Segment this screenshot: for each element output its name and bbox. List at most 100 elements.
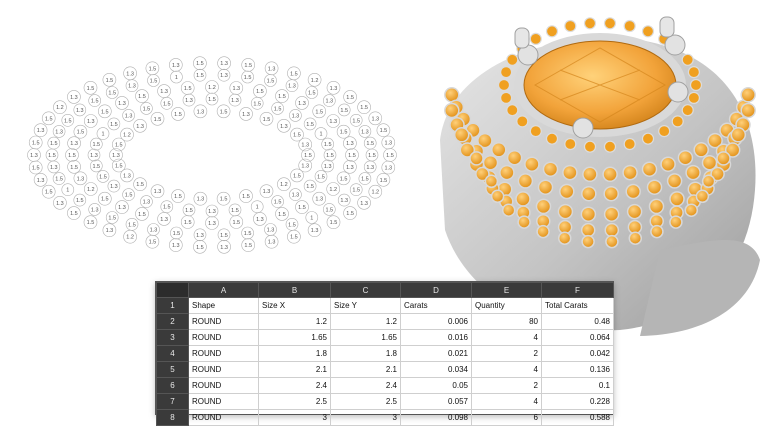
halo-gem	[658, 125, 671, 138]
size-x-cell[interactable]: 1.65	[258, 329, 331, 346]
corner-cell[interactable]	[156, 282, 189, 298]
column-header[interactable]: A	[188, 282, 259, 298]
stone-marker: 1.3	[73, 103, 87, 117]
stone-marker: 1	[96, 127, 110, 140]
carats-cell[interactable]: 0.006	[400, 313, 472, 330]
stone-marker: 1.3	[321, 159, 335, 173]
column-header[interactable]: F	[541, 282, 614, 298]
stone-size-label: 1.5	[274, 200, 282, 206]
quantity-cell[interactable]: 2	[471, 345, 542, 362]
stone-size-label: 1.5	[308, 91, 316, 97]
stone-size-label: 1.5	[330, 220, 338, 226]
shape-cell[interactable]: ROUND	[188, 329, 259, 346]
total-carats-cell[interactable]: 0.48	[541, 313, 614, 330]
pave-gem	[604, 222, 620, 238]
column-header[interactable]: B	[258, 282, 331, 298]
pave-gem	[562, 164, 578, 181]
stone-marker: 1.5	[305, 86, 319, 99]
size-x-cell[interactable]: 2.1	[258, 361, 331, 378]
total-carats-cell[interactable]: 0.064	[541, 329, 614, 346]
stone-marker: 1.5	[336, 124, 351, 139]
stone-size-label: 1.5	[253, 101, 261, 107]
carats-cell[interactable]: 0.016	[400, 329, 472, 346]
quantity-cell[interactable]: 80	[471, 313, 542, 330]
total-carats-cell[interactable]: 0.136	[541, 361, 614, 378]
row-number[interactable]: 3	[156, 329, 189, 346]
stone-marker: 1.3	[289, 188, 302, 201]
stone-size-label: 1.5	[326, 153, 334, 159]
size-y-cell[interactable]: 2.5	[330, 393, 401, 410]
column-header[interactable]: D	[400, 282, 472, 298]
stone-size-label: 1.2	[126, 235, 134, 241]
stone-size-label: 1.5	[55, 177, 63, 183]
carats-cell[interactable]: 0.021	[400, 345, 472, 362]
stone-marker: 1.3	[363, 160, 377, 174]
size-y-cell[interactable]: 2.1	[330, 361, 401, 378]
size-y-cell[interactable]: 1.2	[330, 313, 401, 330]
stone-size-label: 1.3	[70, 95, 78, 101]
stone-size-label: 1.5	[91, 99, 99, 105]
quantity-cell[interactable]: 4	[471, 393, 542, 410]
row-number[interactable]: 4	[156, 345, 189, 362]
size-y-cell[interactable]: 2.4	[330, 377, 401, 394]
stone-marker: 1.5	[314, 170, 328, 183]
row-number[interactable]: 8	[156, 409, 189, 426]
table-row: 8 ROUND 3 3 0.098 6 0.588	[156, 409, 614, 426]
size-x-cell[interactable]: 1.8	[258, 345, 331, 362]
size-y-cell[interactable]: 1.8	[330, 345, 401, 362]
size-y-cell[interactable]: 1.65	[330, 329, 401, 346]
stone-size-label: 1.3	[292, 113, 300, 119]
shape-cell[interactable]: ROUND	[188, 345, 259, 362]
row-number[interactable]: 7	[156, 393, 189, 410]
total-carats-cell[interactable]: 0.588	[541, 409, 614, 426]
row-number[interactable]: 5	[156, 361, 189, 378]
shape-cell[interactable]: ROUND	[188, 377, 259, 394]
table-row: 2 ROUND 1.2 1.2 0.006 80 0.48	[156, 313, 614, 330]
stone-marker: 1.5	[83, 215, 98, 229]
header-cell[interactable]: Size X	[258, 297, 331, 314]
column-header[interactable]: E	[471, 282, 542, 298]
header-cell[interactable]: Carats	[400, 297, 472, 314]
stone-marker: 1.5	[73, 124, 88, 139]
stone-size-label: 1.5	[208, 97, 216, 103]
stone-marker: 1.3	[357, 196, 371, 210]
row-number[interactable]: 2	[156, 313, 189, 330]
size-x-cell[interactable]: 1.2	[258, 313, 331, 330]
stone-size-label: 1.3	[56, 201, 64, 207]
stone-marker: 1.5	[376, 173, 391, 187]
shape-cell[interactable]: ROUND	[188, 393, 259, 410]
carats-cell[interactable]: 0.098	[400, 409, 472, 426]
stone-marker: 1.3	[381, 135, 396, 150]
stone-marker: 1.5	[303, 179, 317, 193]
quantity-cell[interactable]: 6	[471, 409, 542, 426]
quantity-cell[interactable]: 4	[471, 329, 542, 346]
size-y-cell[interactable]: 3	[330, 409, 401, 426]
shape-cell[interactable]: ROUND	[188, 409, 259, 426]
stone-marker: 1.3	[115, 200, 129, 214]
shape-cell[interactable]: ROUND	[188, 313, 259, 330]
total-carats-cell[interactable]: 0.228	[541, 393, 614, 410]
stone-marker: 1.3	[33, 123, 48, 137]
row-number[interactable]: 6	[156, 377, 189, 394]
column-header[interactable]: C	[330, 282, 401, 298]
quantity-cell[interactable]: 4	[471, 361, 542, 378]
carats-cell[interactable]: 0.057	[400, 393, 472, 410]
header-cell[interactable]: Total Carats	[541, 297, 614, 314]
size-x-cell[interactable]: 3	[258, 409, 331, 426]
header-cell[interactable]: Shape	[188, 297, 259, 314]
row-number[interactable]: 1	[156, 297, 189, 314]
total-carats-cell[interactable]: 0.1	[541, 377, 614, 394]
stone-marker: 1.3	[217, 68, 231, 82]
pave-gem	[641, 161, 658, 177]
quantity-cell[interactable]: 2	[471, 377, 542, 394]
total-carats-cell[interactable]: 0.042	[541, 345, 614, 362]
header-cell[interactable]: Quantity	[471, 297, 542, 314]
size-x-cell[interactable]: 2.5	[258, 393, 331, 410]
size-x-cell[interactable]: 2.4	[258, 377, 331, 394]
header-cell[interactable]: Size Y	[330, 297, 401, 314]
stone-marker: 1.2	[307, 73, 322, 87]
carats-cell[interactable]: 0.034	[400, 361, 472, 378]
shape-cell[interactable]: ROUND	[188, 361, 259, 378]
stone-size-label: 1.3	[70, 141, 78, 147]
carats-cell[interactable]: 0.05	[400, 377, 472, 394]
